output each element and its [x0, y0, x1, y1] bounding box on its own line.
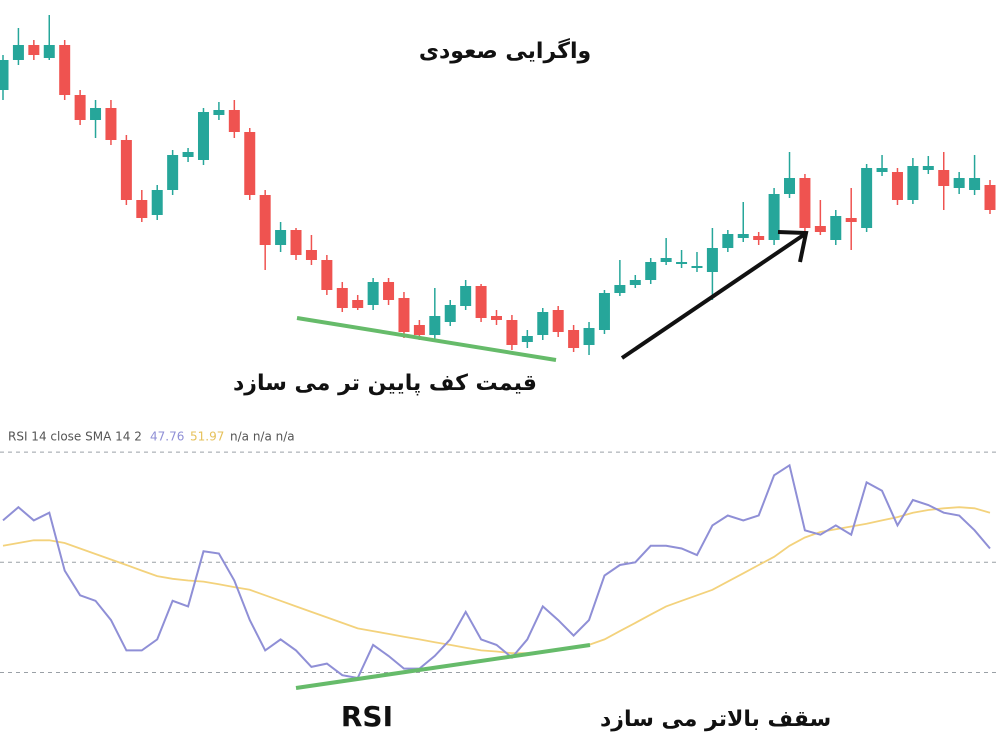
- candle-body: [768, 194, 780, 240]
- candle-body: [120, 140, 132, 200]
- candle-body: [506, 320, 518, 345]
- candle-body: [845, 218, 857, 222]
- candle-body: [275, 230, 287, 245]
- candle-body: [59, 45, 71, 95]
- candle-body: [629, 280, 641, 285]
- candle-body: [151, 190, 163, 215]
- price-pane: [0, 15, 996, 355]
- candle-body: [722, 234, 734, 248]
- candle-body: [491, 316, 502, 320]
- candle-body: [444, 305, 456, 322]
- candle-body: [90, 108, 102, 120]
- candle-body: [167, 155, 179, 190]
- candle-body: [182, 152, 194, 157]
- candle-body: [74, 95, 86, 120]
- legend-value: 47.76: [150, 430, 184, 444]
- candle-body: [290, 230, 302, 255]
- candle-body: [876, 168, 888, 172]
- candle-body: [706, 248, 718, 272]
- trend-line: [295, 643, 591, 690]
- candle-body: [691, 266, 703, 268]
- candle-body: [737, 234, 749, 238]
- candle-body: [213, 110, 225, 115]
- candle-body: [244, 132, 256, 195]
- candle-body: [367, 282, 379, 305]
- annotation: قیمت کف پایین تر می سازد: [233, 371, 537, 396]
- candle-body: [383, 282, 395, 300]
- rsi-line: [2, 463, 991, 680]
- candle-body: [105, 108, 117, 140]
- candle-body: [568, 330, 580, 348]
- arrow-head: [777, 230, 809, 263]
- candle-body: [861, 168, 873, 228]
- candle-body: [521, 336, 533, 342]
- candle-body: [614, 285, 626, 293]
- candle-body: [598, 293, 610, 330]
- candle-body: [197, 112, 209, 160]
- candle-body: [460, 286, 472, 306]
- candle-body: [753, 236, 765, 240]
- candle-body: [12, 45, 24, 60]
- candle-body: [676, 262, 688, 264]
- candle-body: [830, 216, 842, 240]
- candle-body: [583, 328, 595, 345]
- candle-body: [799, 178, 811, 228]
- candle-body: [984, 185, 996, 210]
- candle-body: [352, 300, 364, 308]
- candle-body: [0, 60, 9, 90]
- candle-body: [28, 45, 40, 55]
- candle-body: [305, 250, 317, 260]
- candle-body: [660, 258, 672, 262]
- candle-body: [814, 226, 826, 232]
- candle-body: [938, 170, 950, 186]
- candle-body: [136, 200, 148, 218]
- candle-body: [953, 178, 965, 188]
- candle-body: [429, 316, 441, 335]
- rsi-pane: [0, 451, 1000, 680]
- candle-body: [552, 310, 564, 332]
- legend-title: RSI 14 close SMA 14 2: [8, 430, 142, 444]
- candle-body: [907, 166, 919, 200]
- candle-body: [336, 288, 348, 308]
- trend-line: [296, 316, 557, 362]
- legend-value: 51.97: [190, 430, 224, 444]
- arrow-shaft: [620, 232, 807, 360]
- candle-body: [259, 195, 271, 245]
- candle-body: [537, 312, 549, 335]
- candle-body: [645, 262, 657, 280]
- candle-body: [922, 166, 934, 170]
- legend-extra: n/a n/a n/a: [230, 430, 295, 444]
- candle-body: [413, 325, 425, 335]
- candle-body: [43, 45, 55, 58]
- annotation: سقف بالاتر می سازد: [600, 707, 831, 732]
- candle-body: [784, 178, 796, 194]
- title: واگرایی صعودی: [419, 37, 591, 64]
- candle-body: [891, 172, 903, 200]
- candle-body: [475, 286, 487, 318]
- candle-body: [398, 298, 410, 332]
- candle-body: [321, 260, 333, 290]
- annotation-tag: RSI: [341, 700, 393, 733]
- candle-body: [228, 110, 240, 132]
- candle-body: [969, 178, 981, 190]
